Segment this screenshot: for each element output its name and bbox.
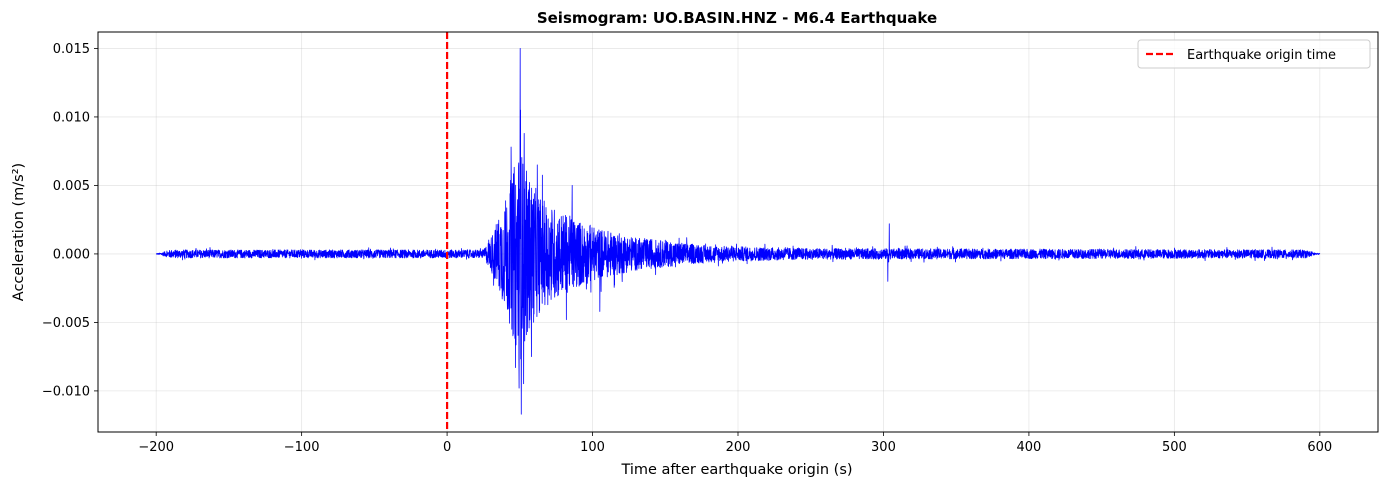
x-axis-label: Time after earthquake origin (s) [620, 462, 852, 478]
y-tick-label: 0.000 [53, 247, 90, 262]
y-tick-label: −0.005 [42, 316, 90, 331]
x-tick-label: 100 [580, 440, 605, 455]
x-tick-label: 600 [1307, 440, 1332, 455]
legend-box [1137, 39, 1371, 69]
series-layer [155, 48, 1321, 415]
series-line-seismogram [155, 48, 1321, 415]
legend-label-origin-time: Earthquake origin time [1187, 48, 1336, 63]
x-axis-ticks: −200 −100 0 100 200 300 400 500 600 [138, 432, 1332, 455]
y-axis-ticks: −0.010 −0.005 0.000 0.005 0.010 0.015 [42, 42, 98, 399]
x-tick-label: −200 [138, 440, 174, 455]
y-tick-label: 0.015 [53, 42, 90, 57]
legend: Earthquake origin time [1137, 39, 1371, 69]
x-tick-label: 300 [871, 440, 896, 455]
x-tick-label: 500 [1162, 440, 1187, 455]
plot-background [98, 32, 1378, 432]
chart-title: Seismogram: UO.BASIN.HNZ - M6.4 Earthqua… [537, 9, 937, 27]
x-tick-label: −100 [284, 440, 320, 455]
plot-area [97, 31, 1379, 433]
x-tick-label: 400 [1016, 440, 1041, 455]
y-tick-label: −0.010 [42, 384, 90, 399]
y-axis-label: Acceleration (m/s²) [11, 163, 27, 301]
x-tick-label: 200 [726, 440, 751, 455]
x-tick-label: 0 [443, 440, 451, 455]
y-tick-label: 0.005 [53, 179, 90, 194]
y-tick-label: 0.010 [53, 110, 90, 125]
